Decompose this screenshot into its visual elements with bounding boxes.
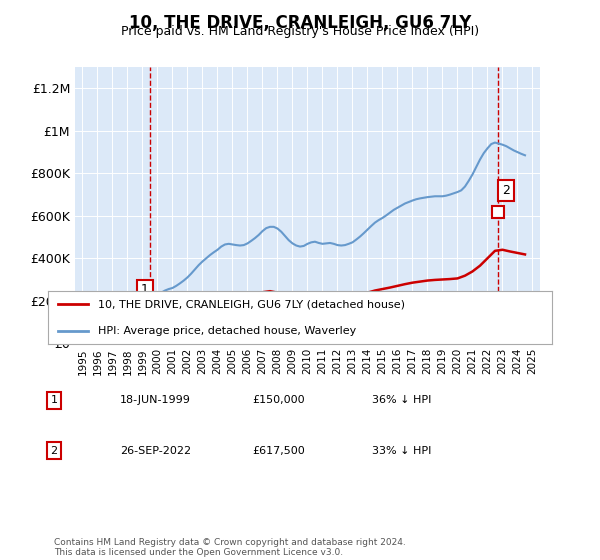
Text: 2: 2 xyxy=(50,446,58,456)
Text: 33% ↓ HPI: 33% ↓ HPI xyxy=(372,446,431,456)
Text: HPI: Average price, detached house, Waverley: HPI: Average price, detached house, Wave… xyxy=(98,326,356,336)
Text: £617,500: £617,500 xyxy=(252,446,305,456)
Text: 1: 1 xyxy=(50,395,58,405)
Text: 1: 1 xyxy=(141,283,149,296)
Text: £150,000: £150,000 xyxy=(252,395,305,405)
Text: 2: 2 xyxy=(502,184,510,197)
Text: 10, THE DRIVE, CRANLEIGH, GU6 7LY: 10, THE DRIVE, CRANLEIGH, GU6 7LY xyxy=(129,14,471,32)
Text: Contains HM Land Registry data © Crown copyright and database right 2024.
This d: Contains HM Land Registry data © Crown c… xyxy=(54,538,406,557)
Text: 36% ↓ HPI: 36% ↓ HPI xyxy=(372,395,431,405)
Text: 10, THE DRIVE, CRANLEIGH, GU6 7LY (detached house): 10, THE DRIVE, CRANLEIGH, GU6 7LY (detac… xyxy=(98,300,406,310)
Text: Price paid vs. HM Land Registry's House Price Index (HPI): Price paid vs. HM Land Registry's House … xyxy=(121,25,479,38)
Text: 26-SEP-2022: 26-SEP-2022 xyxy=(120,446,191,456)
Text: 18-JUN-1999: 18-JUN-1999 xyxy=(120,395,191,405)
